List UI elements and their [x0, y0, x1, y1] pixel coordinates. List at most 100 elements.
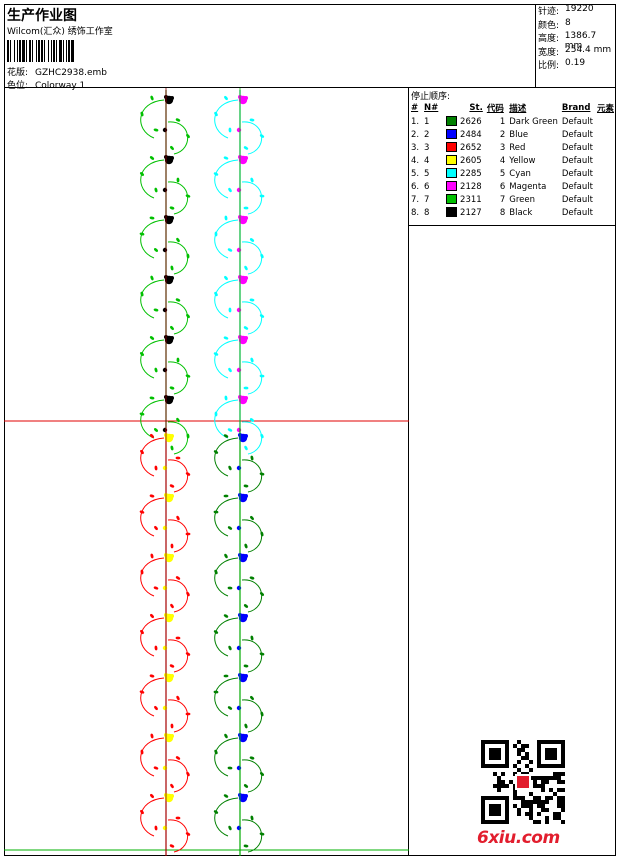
leaf [150, 95, 154, 101]
qr-module [497, 780, 501, 784]
vine-curl [214, 279, 239, 319]
leaf [213, 352, 219, 356]
vine-curl [140, 497, 165, 537]
qr-module [541, 776, 545, 780]
bud [236, 765, 242, 771]
leaf [223, 336, 229, 340]
leaf [213, 172, 219, 176]
vine-curl [140, 677, 165, 717]
leaf [223, 494, 229, 498]
cell-index: 6. [411, 181, 420, 192]
leaf [140, 629, 144, 635]
barcode [7, 40, 155, 62]
leaf [149, 336, 155, 340]
leaf [227, 428, 233, 432]
leaf [185, 194, 191, 198]
leaf [175, 756, 181, 760]
barcode-bar [14, 40, 15, 62]
watermark-domain: .com [515, 828, 560, 848]
flower-petal [170, 276, 174, 280]
leaf [153, 766, 159, 770]
leaf [250, 357, 254, 363]
color-swatch [446, 155, 458, 166]
leaf [213, 630, 219, 634]
leaf [250, 515, 254, 521]
leaf [214, 231, 218, 237]
vine-curl [140, 99, 165, 139]
table-row: 1. 1 2626 1 Dark Green Default [409, 115, 616, 128]
barcode-bar [41, 40, 43, 62]
leaf [243, 604, 249, 608]
cell-brand: Default [561, 207, 593, 218]
flower-petal [244, 494, 248, 498]
leaf [185, 374, 191, 378]
bud [236, 705, 242, 711]
cell-description: Cyan [509, 168, 531, 179]
col-number: N# [424, 103, 439, 113]
cell-index: 8. [411, 207, 420, 218]
qr-module [537, 800, 541, 804]
vine-curl [241, 519, 263, 553]
vine-curl [214, 159, 239, 199]
qr-finder-core [489, 748, 501, 760]
barcode-bar [7, 40, 9, 62]
color-swatch [446, 129, 458, 140]
qr-module [525, 756, 529, 760]
barcode-bar [49, 40, 51, 62]
flower-petal [244, 554, 248, 558]
color-swatch [446, 116, 458, 127]
leaf [176, 237, 180, 243]
vine-curl [241, 241, 263, 275]
leaf [224, 733, 228, 739]
qr-module [541, 784, 545, 788]
bud [162, 525, 168, 531]
qr-module [501, 772, 505, 776]
bud [236, 645, 242, 651]
qr-module [497, 776, 501, 780]
leaf [249, 118, 255, 122]
vine-curl [140, 437, 165, 477]
barcode-bar [45, 40, 48, 62]
vine-curl [167, 759, 189, 793]
design-preview-canvas[interactable] [4, 88, 409, 856]
leaf [140, 809, 144, 815]
stat-row: 比例: 0.19 [536, 58, 616, 72]
leaf [228, 307, 232, 313]
leaf [149, 216, 155, 220]
qr-module [513, 796, 517, 800]
cell-code: 3 [499, 142, 506, 153]
leaf [154, 248, 158, 252]
vine-curl [167, 819, 189, 853]
barcode-bar [37, 40, 38, 62]
leaf [170, 145, 174, 151]
qr-module [557, 800, 561, 804]
cell-index: 3. [411, 142, 420, 153]
qr-module [553, 772, 557, 776]
leaf [186, 253, 190, 259]
flower-petal [170, 614, 174, 618]
barcode-bar [59, 40, 62, 62]
leaf [170, 603, 174, 609]
leaf [175, 298, 181, 302]
table-header-row: # N# St. 代码 描述 Brand 元素 [409, 101, 616, 115]
leaf [140, 291, 144, 297]
vine-curl [140, 399, 165, 439]
bud [236, 187, 242, 193]
barcode-bar [11, 40, 14, 62]
leaf [176, 515, 180, 521]
leaf [213, 810, 219, 814]
barcode-bar [17, 40, 18, 62]
barcode-bar [25, 40, 26, 62]
leaf [214, 569, 218, 575]
qr-module [537, 804, 541, 808]
leaf [243, 146, 249, 150]
bud [236, 585, 242, 591]
vine-curl [167, 579, 189, 613]
barcode-bar [33, 40, 36, 62]
leaf [175, 816, 181, 820]
bud [162, 765, 168, 771]
leaf [149, 396, 155, 400]
cell-index: 2. [411, 129, 420, 140]
vine-curl [140, 617, 165, 657]
leaf [175, 636, 181, 640]
